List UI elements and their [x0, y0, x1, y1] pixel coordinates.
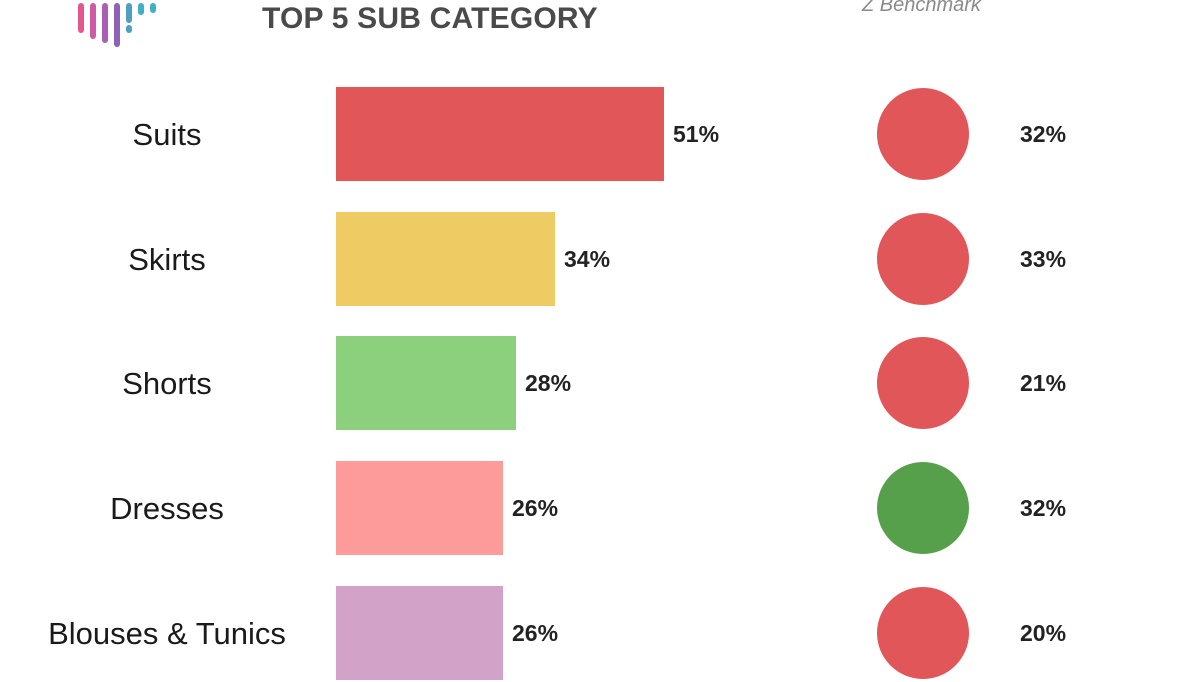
- benchmark-indicator: [877, 88, 969, 180]
- benchmark-column-label: Z Benchmark: [862, 0, 981, 16]
- bar-value-label: 34%: [564, 246, 611, 272]
- category-label: Skirts: [128, 242, 206, 277]
- benchmark-value-label: 32%: [1020, 121, 1067, 147]
- bar[interactable]: [336, 212, 555, 306]
- benchmark-indicator: [877, 213, 969, 305]
- benchmark-value-label: 21%: [1020, 370, 1067, 396]
- bar[interactable]: [336, 461, 503, 555]
- bar[interactable]: [336, 586, 503, 680]
- benchmark-value-label: 33%: [1020, 246, 1067, 272]
- benchmark-indicator: [877, 337, 969, 429]
- benchmark-value-label: 32%: [1020, 495, 1067, 521]
- benchmark-indicator: [877, 587, 969, 679]
- bar-value-label: 26%: [512, 620, 559, 646]
- bar-value-label: 26%: [512, 495, 559, 521]
- logo-icon: [76, 0, 166, 56]
- category-label: Dresses: [110, 491, 224, 526]
- category-label: Blouses & Tunics: [48, 616, 286, 651]
- bar-value-label: 28%: [525, 370, 572, 396]
- category-row: Dresses 26% 32%: [0, 461, 1200, 557]
- category-label: Shorts: [122, 366, 212, 401]
- category-row: Blouses & Tunics 26% 20%: [0, 586, 1200, 682]
- category-label: Suits: [132, 117, 202, 152]
- category-row: Skirts 34% 33%: [0, 212, 1200, 308]
- category-row: Shorts 28% 21%: [0, 336, 1200, 432]
- bar[interactable]: [336, 336, 516, 430]
- chart-title: TOP 5 SUB CATEGORY: [262, 2, 598, 35]
- benchmark-value-label: 20%: [1020, 620, 1067, 646]
- bar[interactable]: [336, 87, 664, 181]
- category-row: Suits 51% 32%: [0, 87, 1200, 183]
- bar-value-label: 51%: [673, 121, 720, 147]
- benchmark-indicator: [877, 462, 969, 554]
